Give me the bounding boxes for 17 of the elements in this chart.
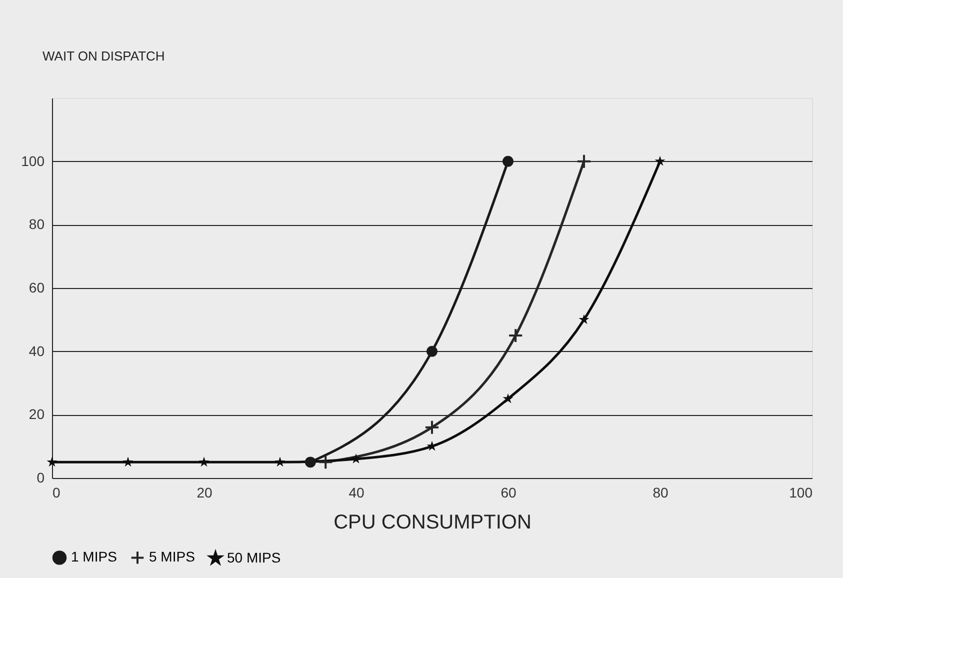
y-tick-label: 100 — [21, 152, 45, 169]
legend-label: 50 MIPS — [227, 549, 281, 566]
y-tick-label: 20 — [28, 406, 45, 422]
y-axis-title: WAIT ON DISPATCH — [42, 48, 165, 64]
x-tick-label: 40 — [348, 484, 364, 500]
x-axis-title: CPU CONSUMPTION — [334, 512, 532, 534]
x-tick-label: 60 — [500, 484, 516, 500]
y-tick-label: 60 — [28, 280, 45, 296]
x-tick-label: 80 — [652, 484, 668, 500]
x-tick-label: 100 — [789, 484, 813, 500]
y-tick-label: 0 — [36, 470, 45, 486]
x-tick-label: 20 — [196, 484, 212, 500]
legend-label: 5 MIPS — [149, 548, 195, 565]
y-tick-label: 40 — [28, 342, 45, 359]
legend-label: 1 MIPS — [71, 548, 117, 565]
x-tick-label: 0 — [52, 484, 60, 500]
y-tick-label: 80 — [28, 216, 45, 232]
